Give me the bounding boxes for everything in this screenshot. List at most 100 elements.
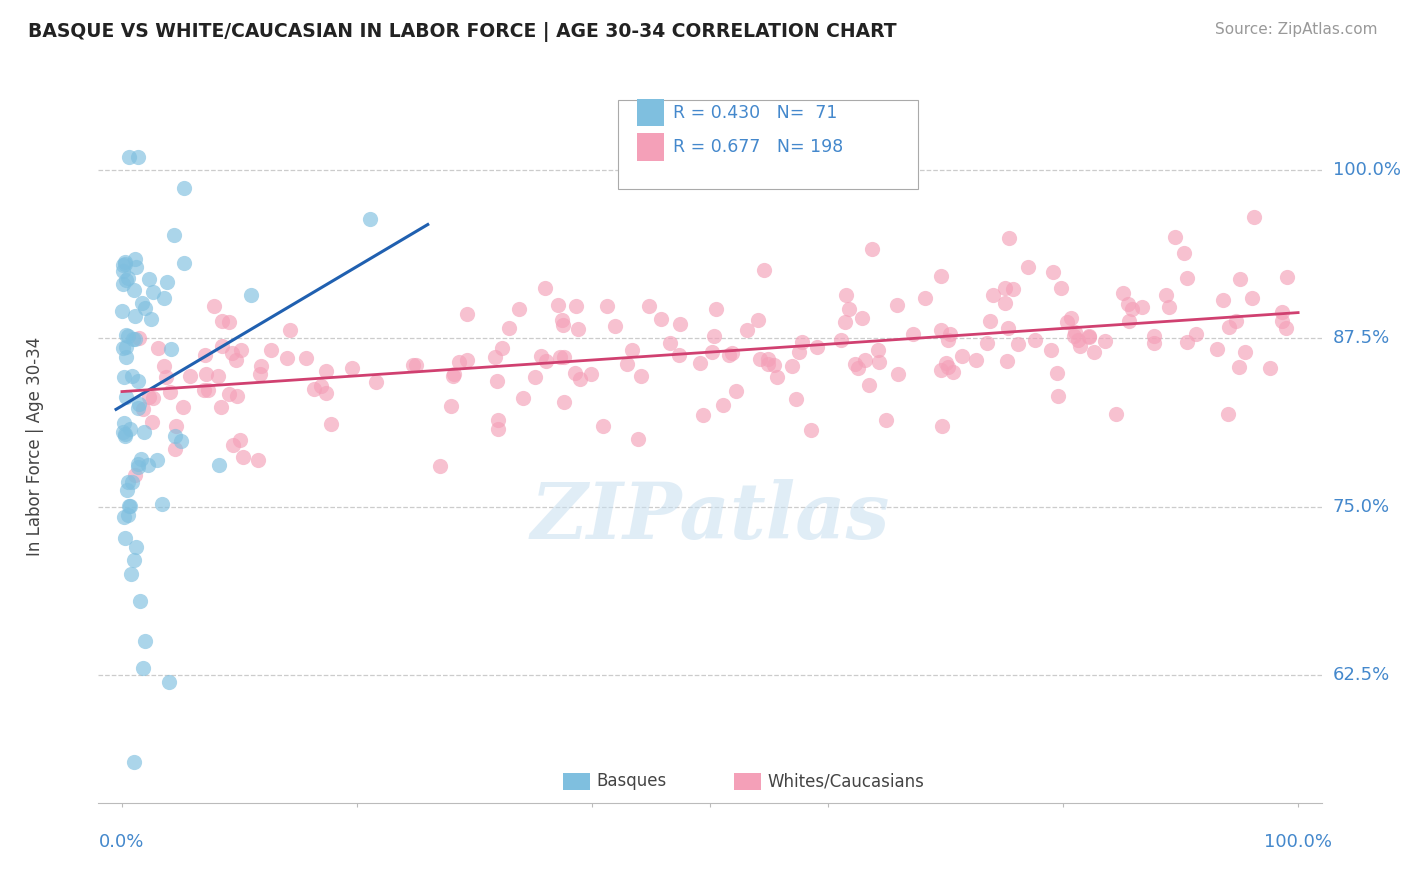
Point [315, 364, 337, 378]
Point [627, 433, 650, 447]
Point [995, 354, 1018, 368]
Point [114, 255, 136, 269]
Point [165, 419, 187, 434]
Text: 0.0%: 0.0% [100, 833, 145, 851]
Point [112, 277, 135, 291]
Point [1218, 320, 1240, 334]
Point [405, 358, 427, 372]
Point [146, 452, 169, 467]
Point [835, 288, 858, 302]
Point [981, 287, 1004, 301]
Point [1164, 230, 1187, 244]
Point [935, 356, 957, 370]
Point [1157, 300, 1180, 314]
Point [249, 367, 271, 381]
Point [720, 346, 742, 360]
Point [1212, 293, 1234, 307]
Point [127, 401, 149, 416]
Text: R = 0.677   N= 198: R = 0.677 N= 198 [673, 138, 844, 156]
Point [222, 438, 245, 452]
Point [564, 366, 586, 380]
Point [952, 349, 974, 363]
Point [211, 314, 233, 328]
Point [1002, 282, 1025, 296]
Point [1143, 329, 1166, 343]
Point [756, 352, 779, 367]
Point [128, 594, 150, 608]
Point [1216, 407, 1239, 421]
Point [551, 313, 574, 327]
Point [197, 383, 219, 397]
Point [851, 310, 873, 325]
Point [115, 390, 138, 404]
Point [319, 417, 342, 431]
Point [979, 314, 1001, 328]
Point [658, 335, 681, 350]
Point [1017, 260, 1039, 274]
Point [1225, 314, 1247, 328]
Point [868, 355, 890, 369]
Point [125, 260, 148, 274]
Point [936, 333, 959, 347]
Point [1173, 245, 1195, 260]
Point [456, 352, 478, 367]
Point [122, 756, 145, 770]
Text: Basques: Basques [596, 772, 666, 790]
Point [1046, 367, 1069, 381]
Point [553, 350, 575, 364]
Point [114, 273, 136, 287]
Point [443, 368, 465, 382]
Point [114, 531, 136, 545]
Point [866, 343, 889, 357]
Point [756, 357, 779, 371]
Point [551, 318, 574, 332]
Point [124, 467, 146, 482]
Point [703, 329, 725, 343]
Point [700, 344, 723, 359]
Point [1094, 334, 1116, 348]
Point [605, 318, 627, 333]
Point [194, 348, 217, 362]
Point [1121, 301, 1143, 316]
Point [790, 335, 813, 350]
Point [853, 353, 876, 368]
Point [1185, 327, 1208, 342]
Point [120, 566, 142, 581]
Point [1143, 336, 1166, 351]
Point [638, 299, 661, 313]
Point [155, 369, 177, 384]
FancyBboxPatch shape [619, 100, 918, 189]
Point [735, 323, 758, 337]
Point [568, 371, 591, 385]
Point [225, 353, 247, 368]
Point [1078, 330, 1101, 344]
Point [134, 301, 156, 315]
Point [486, 413, 509, 427]
Point [508, 301, 530, 316]
Point [929, 323, 952, 337]
Point [616, 357, 638, 371]
Point [157, 674, 180, 689]
Point [523, 370, 546, 384]
Point [153, 359, 176, 374]
Point [160, 343, 183, 357]
Point [1063, 329, 1085, 343]
Point [1056, 315, 1078, 329]
Point [111, 303, 134, 318]
Point [229, 434, 252, 448]
Bar [637, 134, 664, 161]
Point [752, 263, 775, 277]
Point [127, 459, 149, 474]
Point [887, 367, 910, 381]
Point [846, 360, 869, 375]
Point [787, 344, 810, 359]
Point [141, 415, 163, 429]
Point [117, 508, 139, 522]
Point [440, 400, 463, 414]
Point [121, 475, 143, 490]
Point [163, 228, 186, 243]
Point [547, 298, 569, 312]
Point [229, 343, 252, 358]
Point [239, 288, 262, 302]
Point [208, 458, 231, 472]
